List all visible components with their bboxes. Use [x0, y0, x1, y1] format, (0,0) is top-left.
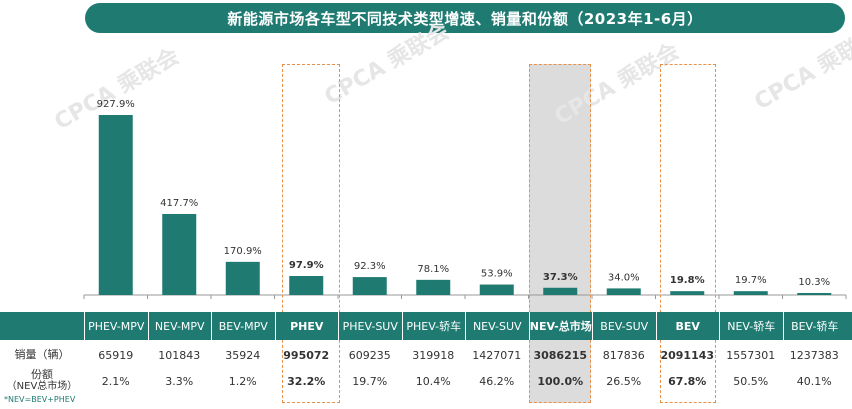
data-label-PHEV-SUV: 92.3% — [354, 261, 386, 272]
share-cell-PHEV-轿车: 10.4% — [415, 374, 451, 388]
share-cell-NEV-SUV: 46.2% — [479, 374, 515, 388]
header-cell-NEV-轿车: NEV-轿车 — [719, 312, 783, 340]
bar-BEV-轿车 — [797, 293, 832, 295]
bar-PHEV — [289, 276, 324, 295]
watermark-1: CPCA 乘联会 — [320, 18, 453, 110]
bar-NEV-轿车 — [733, 291, 768, 295]
sales-cell-NEV-轿车: 1557301 — [726, 348, 776, 362]
bar-NEV-SUV — [479, 284, 514, 295]
data-label-NEV-MPV: 417.7% — [160, 198, 198, 209]
phev-highlight-box — [282, 64, 340, 403]
sales-cell-BEV-SUV: 817836 — [602, 348, 645, 362]
data-label-NEV-总市场: 37.3% — [543, 272, 578, 283]
data-label-BEV-MPV: 170.9% — [224, 246, 262, 257]
header-cell-BEV-MPV: BEV-MPV — [211, 312, 275, 340]
watermark-3: CPCA 乘联会 — [750, 23, 852, 115]
share-cell-BEV-SUV: 26.5% — [606, 374, 642, 388]
nev-total-highlight-box — [529, 64, 591, 403]
bar-PHEV-轿车 — [416, 279, 451, 295]
header-cell-NEV-MPV: NEV-MPV — [147, 312, 212, 340]
sales-cell-PHEV: 995072 — [283, 348, 330, 362]
bar-BEV-SUV — [606, 288, 641, 295]
bar-BEV-MPV — [225, 261, 260, 295]
nev-total-shade — [529, 64, 591, 403]
share-cell-NEV-MPV: 3.3% — [165, 374, 194, 388]
header-cell-PHEV-MPV: PHEV-MPV — [84, 312, 148, 340]
sales-cell-NEV-MPV: 101843 — [158, 348, 201, 362]
header-blank-cell — [0, 312, 84, 340]
share-row-label: 份额 （NEV总市场） — [0, 367, 84, 395]
sales-row-label: 销量（辆） — [14, 348, 70, 361]
sales-cell-PHEV-SUV: 609235 — [348, 348, 391, 362]
share-cell-BEV: 67.8% — [668, 374, 707, 388]
header-cell-PHEV-SUV: PHEV-SUV — [338, 312, 402, 340]
sales-cell-BEV-轿车: 1237383 — [789, 348, 839, 362]
share-row: 份额 （NEV总市场） 2.1% 3.3% 1.2% 32.2% 19.7% 10.4% 46.… — [0, 367, 852, 395]
chart-title: 新能源市场各车型不同技术类型增速、销量和份额（2023年1-6月） — [85, 3, 845, 33]
data-label-BEV-SUV: 34.0% — [608, 272, 640, 283]
bar-PHEV-SUV — [352, 277, 387, 295]
data-label-BEV-轿车: 10.3% — [798, 277, 830, 288]
data-label-PHEV-MPV: 927.9% — [97, 99, 135, 110]
share-cell-NEV-总市场: 100.0% — [537, 374, 584, 388]
share-cell-PHEV: 32.2% — [287, 374, 326, 388]
sales-cell-PHEV-MPV: 65919 — [98, 348, 134, 362]
sales-cell-BEV: 2091143 — [660, 348, 715, 362]
share-cell-BEV-轿车: 40.1% — [796, 374, 832, 388]
data-label-BEV: 19.8% — [670, 275, 705, 286]
share-cell-BEV-MPV: 1.2% — [228, 374, 257, 388]
share-label-line1: 份额 — [31, 368, 53, 381]
header-cell-PHEV: PHEV — [274, 312, 339, 340]
bar-NEV-MPV — [162, 213, 197, 295]
bar-PHEV-MPV — [98, 115, 133, 295]
share-cell-PHEV-MPV: 2.1% — [101, 374, 130, 388]
header-cell-BEV-SUV: BEV-SUV — [592, 312, 656, 340]
table-header-row: PHEV-MPV NEV-MPV BEV-MPV PHEV PHEV-SUV PHEV-轿… — [0, 312, 852, 340]
sales-cell-NEV-SUV: 1427071 — [472, 348, 522, 362]
share-cell-NEV-轿车: 50.5% — [733, 374, 769, 388]
bar-NEV-总市场 — [543, 287, 578, 295]
header-cell-BEV: BEV — [655, 312, 720, 340]
share-cell-PHEV-SUV: 19.7% — [352, 374, 388, 388]
data-label-PHEV-轿车: 78.1% — [417, 264, 449, 275]
header-cell-PHEV-轿车: PHEV-轿车 — [401, 312, 466, 340]
bev-highlight-box — [660, 64, 716, 403]
footnote: *NEV=BEV+PHEV — [4, 395, 76, 404]
bar-BEV — [670, 291, 705, 295]
sales-row: 销量（辆） 65919 101843 35924 995072 609235 319918 1… — [0, 345, 852, 365]
header-cell-NEV-SUV: NEV-SUV — [465, 312, 529, 340]
sales-cell-NEV-总市场: 3086215 — [533, 348, 588, 362]
data-label-NEV-SUV: 53.9% — [481, 269, 513, 280]
sales-cell-BEV-MPV: 35924 — [225, 348, 261, 362]
header-cell-BEV-轿车: BEV-轿车 — [782, 312, 847, 340]
data-label-NEV-轿车: 19.7% — [735, 275, 767, 286]
share-label-line2: （NEV总市场） — [6, 381, 78, 392]
data-label-PHEV: 97.9% — [289, 260, 324, 271]
sales-cell-PHEV-轿车: 319918 — [412, 348, 455, 362]
header-cell-NEV-总市场: NEV-总市场 — [528, 312, 593, 340]
